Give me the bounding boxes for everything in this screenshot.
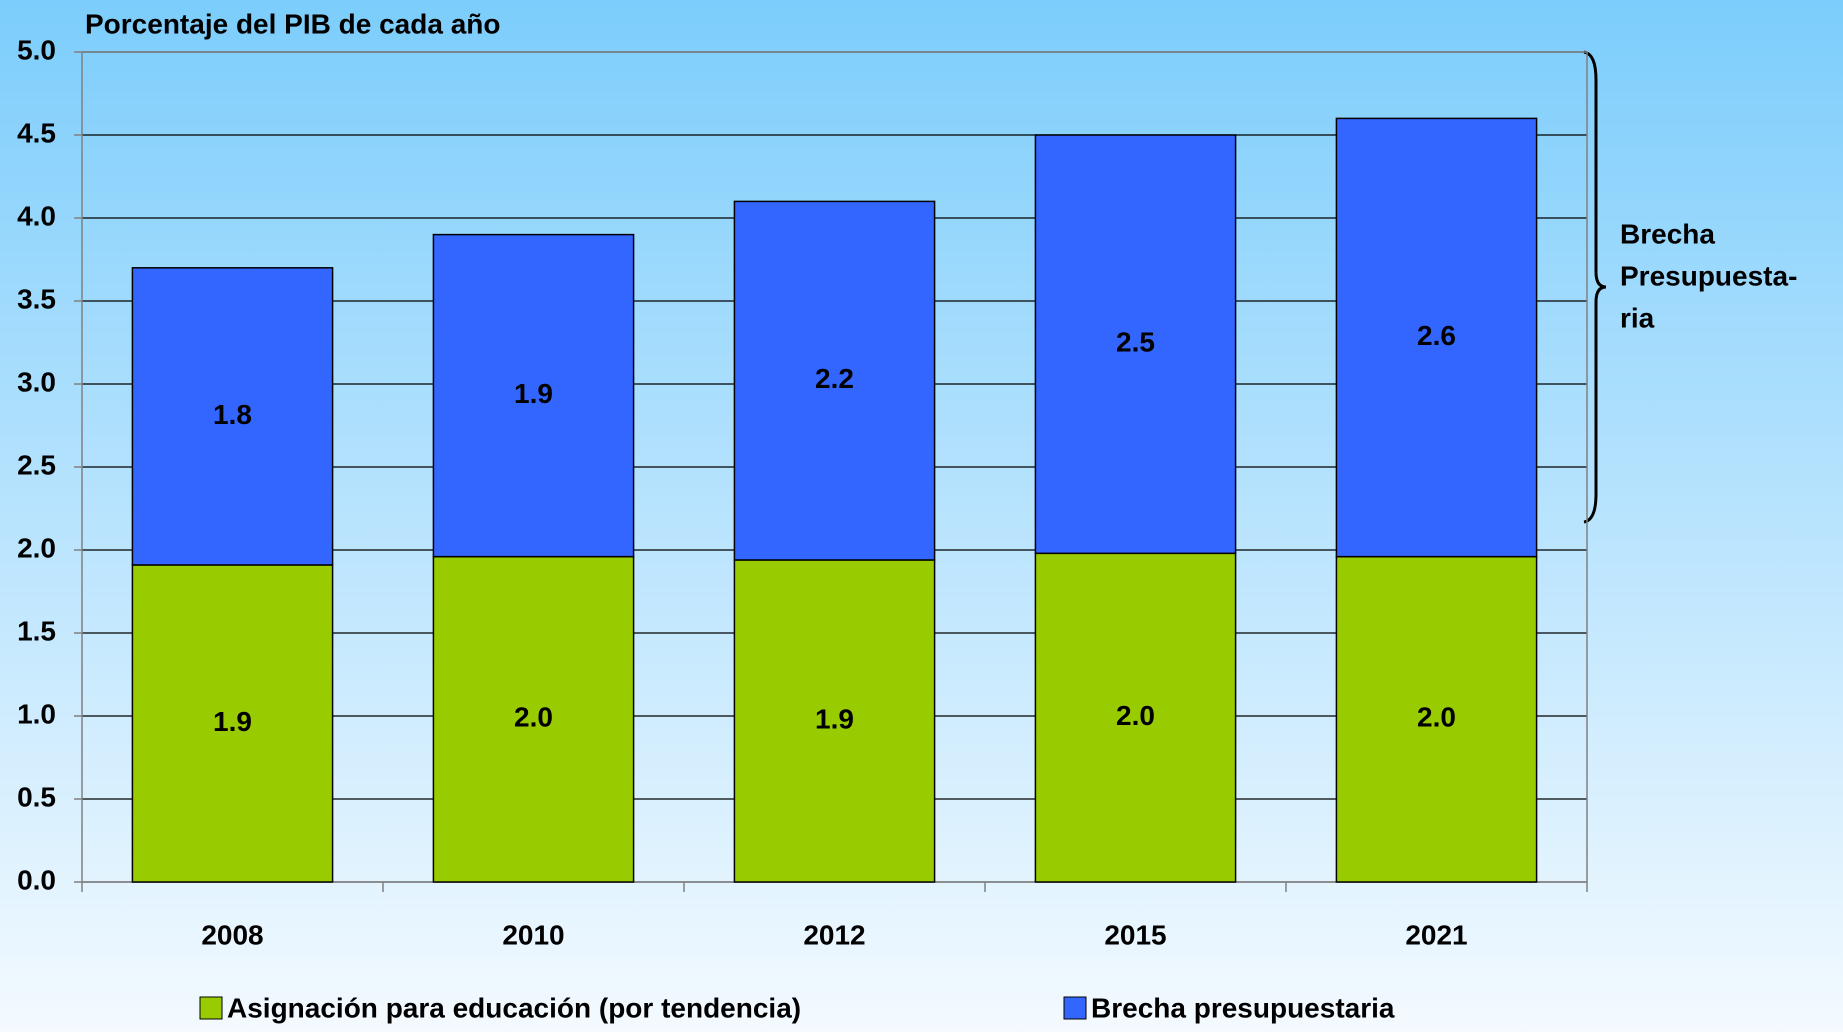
y-tick-label: 0.0: [17, 864, 56, 895]
y-tick-label: 3.0: [17, 366, 56, 397]
y-tick-label: 4.0: [17, 200, 56, 231]
bar-segment: [131, 564, 334, 883]
bar-segment: [1335, 117, 1538, 558]
bar-segment: [1034, 552, 1237, 883]
chart-title: Porcentaje del PIB de cada año: [85, 8, 500, 39]
y-tick-label: 5.0: [17, 34, 56, 65]
data-label: 2.6: [1417, 320, 1456, 351]
y-tick-label: 2.0: [17, 532, 56, 563]
legend-label: Asignación para educación (por tendencia…: [227, 992, 801, 1023]
y-tick-label: 2.5: [17, 449, 56, 480]
data-label: 2.0: [1417, 702, 1456, 733]
bar-segment: [432, 233, 635, 558]
legend-swatch: [199, 996, 223, 1020]
data-label: 2.0: [514, 702, 553, 733]
y-tick-label: 0.5: [17, 781, 56, 812]
legend-label: Brecha presupuestaria: [1091, 992, 1395, 1023]
annotation: ria: [1620, 302, 1655, 333]
x-tick-label: 2008: [201, 919, 263, 950]
bar-segment: [131, 267, 334, 566]
data-label: 1.9: [514, 378, 553, 409]
bar-segment: [432, 555, 635, 883]
brace: [1583, 50, 1607, 524]
x-tick-label: 2021: [1405, 919, 1467, 950]
data-label: 2.2: [815, 363, 854, 394]
data-label: 1.9: [213, 706, 252, 737]
x-tick-label: 2012: [803, 919, 865, 950]
data-label: 2.5: [1116, 327, 1155, 358]
bar-segment: [1335, 555, 1538, 883]
bar-segment: [733, 200, 936, 561]
annotation: Brecha: [1620, 218, 1715, 249]
data-label: 1.8: [213, 399, 252, 430]
data-label: 2.0: [1116, 700, 1155, 731]
bar-segment: [1034, 134, 1237, 555]
y-tick-label: 1.5: [17, 615, 56, 646]
annotation: Presupuesta-: [1620, 260, 1797, 291]
x-tick-label: 2010: [502, 919, 564, 950]
y-tick-label: 3.5: [17, 283, 56, 314]
y-tick-label: 1.0: [17, 698, 56, 729]
y-tick-label: 4.5: [17, 117, 56, 148]
x-tick-label: 2015: [1104, 919, 1166, 950]
data-label: 1.9: [815, 703, 854, 734]
legend-swatch: [1063, 996, 1087, 1020]
bar-segment: [733, 559, 936, 883]
